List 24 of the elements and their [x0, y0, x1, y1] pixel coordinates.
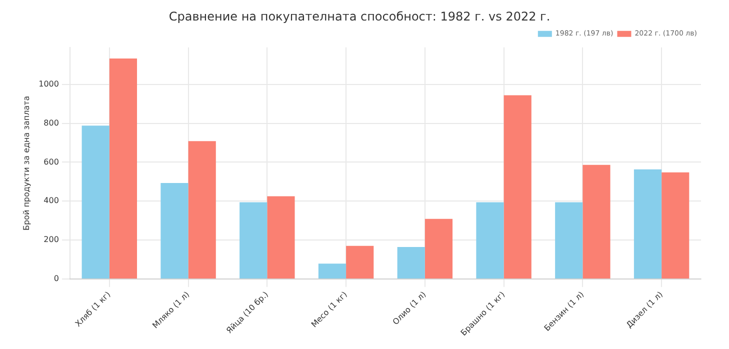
bar	[160, 183, 188, 278]
y-tick-label: 0	[54, 274, 59, 284]
bar	[109, 58, 138, 278]
bar	[424, 218, 453, 278]
bar	[555, 202, 583, 278]
bar	[240, 202, 268, 278]
bar	[397, 247, 425, 278]
y-tick-label: 400	[44, 196, 59, 206]
y-axis-title: Брой продукти за една заплата	[22, 96, 31, 231]
bar	[188, 141, 216, 278]
bar	[582, 164, 610, 278]
bar	[267, 196, 295, 278]
y-tick-label: 200	[44, 235, 59, 244]
bar	[346, 246, 374, 278]
y-tick-label: 800	[44, 118, 59, 128]
bar	[318, 264, 346, 278]
bar	[82, 126, 110, 278]
bar	[634, 169, 662, 278]
bar	[476, 202, 504, 278]
y-tick-label: 600	[44, 157, 59, 166]
bar	[662, 172, 690, 278]
bar	[504, 95, 532, 278]
chart-title: Сравнение на покупателната способност: 1982 г. vs 2022 г.	[168, 9, 550, 24]
y-tick-label: 1000	[38, 79, 59, 88]
